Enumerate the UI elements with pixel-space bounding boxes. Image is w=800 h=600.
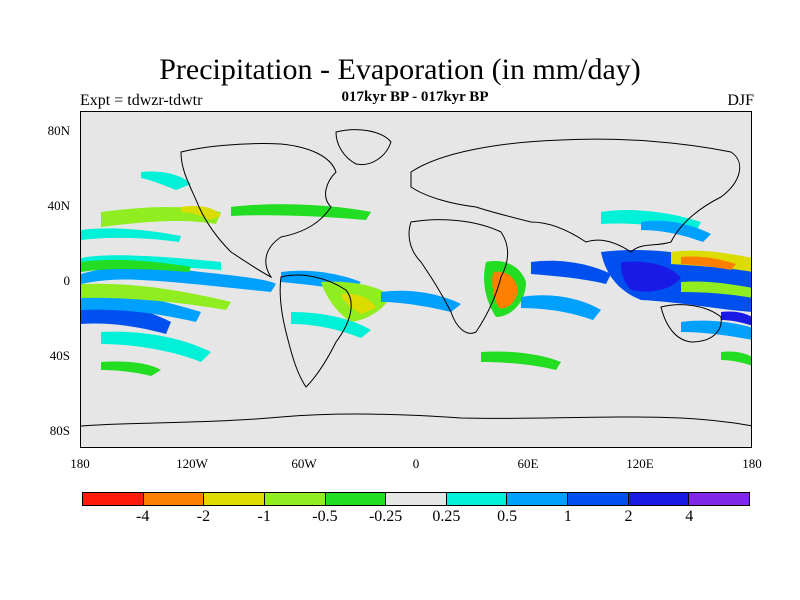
field-patch [481, 351, 561, 370]
colorbar-label: 0.5 [497, 508, 518, 525]
field-patch [81, 283, 231, 310]
lon-tick-label: 120E [626, 456, 654, 471]
map-panel [80, 111, 752, 448]
colorbar-swatch [446, 493, 508, 505]
colorbar-label: -0.5 [312, 508, 338, 525]
field-patch [531, 260, 611, 284]
africa-coast [408, 219, 509, 334]
field-patch [381, 290, 461, 312]
colorbar-swatch [204, 493, 265, 505]
plot-subtitle: 017kyr BP - 017kyr BP [341, 89, 489, 105]
field-patch [141, 171, 191, 190]
field-patch [101, 331, 211, 362]
field-patch [81, 228, 181, 242]
colorbar-swatch [143, 493, 205, 505]
lat-tick-label: 40S [49, 348, 70, 363]
australia-coast [660, 304, 722, 343]
colorbar-labels: -4 -2 -1 -0.5 -0.25 0.25 0.5 1 2 4 [82, 508, 750, 528]
field-patch [81, 291, 201, 322]
coastlines [81, 129, 751, 427]
field-patch [341, 293, 376, 314]
colorbar-swatch [689, 493, 750, 505]
north-america-coast [180, 143, 337, 279]
colorbar-label: -4 [136, 508, 150, 525]
lat-tick-label: 80N [47, 123, 70, 138]
field-patch [641, 220, 711, 242]
colorbar-label: 0.25 [432, 508, 461, 525]
eurasia-coast [410, 138, 741, 253]
field-patch [681, 256, 736, 270]
lat-tick-label: 0 [63, 273, 71, 288]
colorbar-swatch [325, 493, 387, 505]
colorbar-label: 1 [563, 508, 572, 525]
colorbar-label: -0.25 [368, 508, 403, 525]
colorbar-label: 4 [685, 508, 694, 525]
colorbar-label: -1 [257, 508, 271, 525]
colorbar-label: 2 [624, 508, 633, 525]
south-america-coast [279, 274, 352, 388]
antarctica-coast [81, 413, 751, 427]
lon-tick-label: 180 [742, 456, 762, 471]
colorbar-swatch [507, 493, 569, 505]
lat-tick-label: 40N [47, 198, 70, 213]
lon-tick-label: 180 [70, 456, 90, 471]
field-patch [681, 320, 751, 340]
colorbar-swatch [83, 493, 144, 505]
field-patch [721, 311, 751, 326]
field-patch [721, 351, 751, 366]
field-patch [681, 281, 751, 298]
greenland-coast [335, 129, 392, 166]
field-patch [81, 301, 171, 334]
lon-tick-label: 0 [412, 456, 420, 471]
field-patch [81, 266, 276, 292]
lat-tick-label: 80S [49, 423, 70, 438]
colorbar [82, 492, 750, 506]
field-patch [81, 259, 191, 272]
colorbar-swatch [568, 493, 629, 505]
lon-tick-label: 120W [176, 456, 208, 471]
lon-tick-label: 60W [291, 456, 317, 471]
plot-title: Precipitation - Evaporation (in mm/day) [159, 53, 641, 86]
colorbar-swatch [628, 493, 690, 505]
field-patch [181, 206, 221, 220]
field-patch [621, 261, 681, 292]
colorbar-label: -2 [196, 508, 211, 525]
season-label: DJF [727, 92, 754, 109]
field-patch [231, 204, 371, 220]
field-patch [492, 271, 518, 309]
colorbar-swatch [264, 493, 326, 505]
lon-tick-label: 60E [517, 456, 539, 471]
field-patch [291, 312, 371, 338]
precip-evap-field [81, 129, 751, 427]
field-patch [101, 361, 161, 376]
colorbar-swatch [386, 493, 447, 505]
experiment-label: Expt = tdwzr-tdwtr [80, 92, 203, 109]
field-patch [521, 295, 601, 320]
